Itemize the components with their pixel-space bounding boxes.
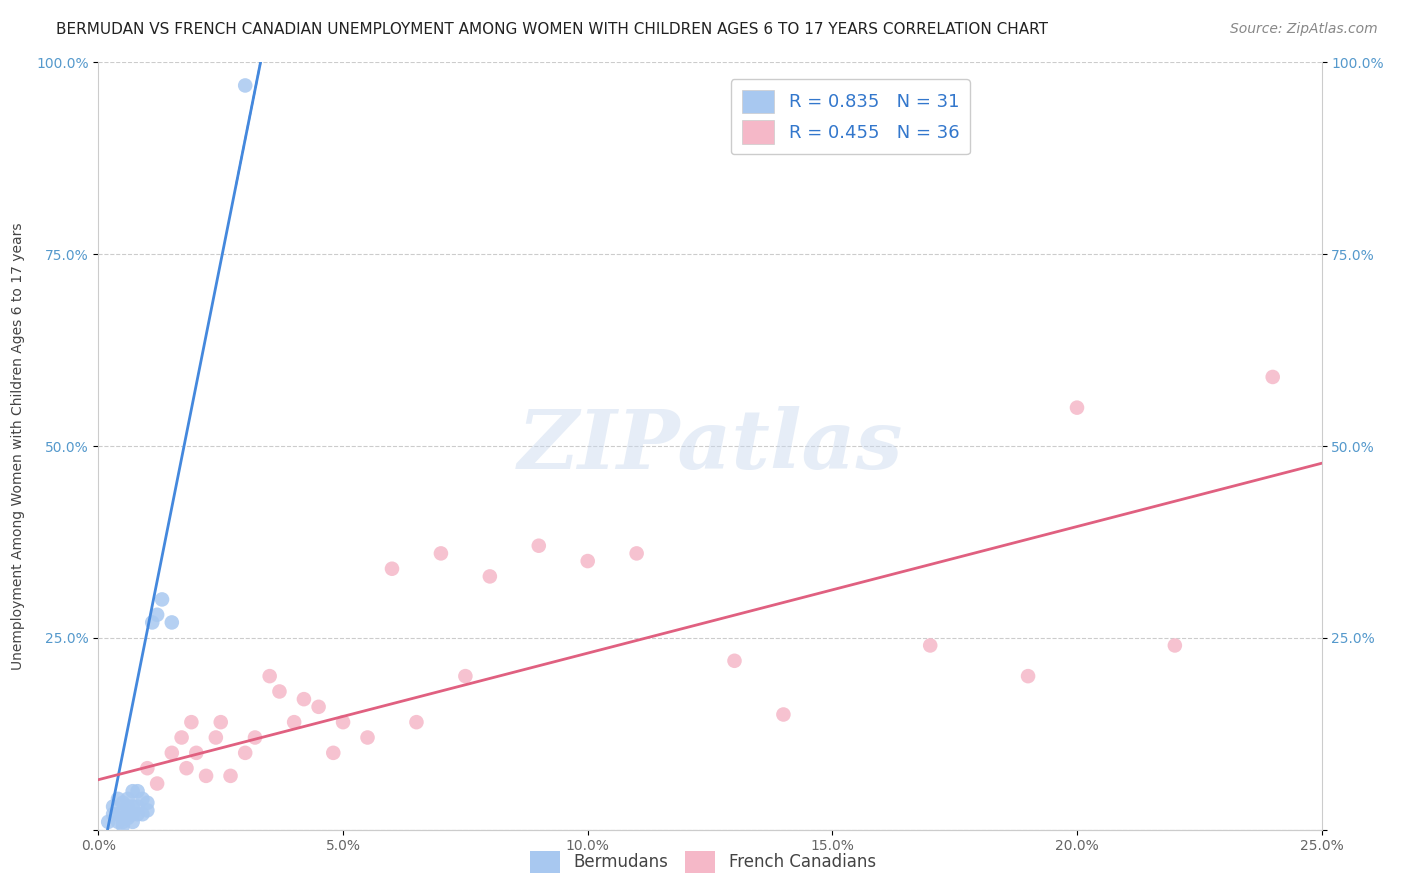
Point xyxy=(136,761,159,775)
Point xyxy=(111,819,134,833)
Point xyxy=(1017,669,1039,683)
Point xyxy=(141,615,163,630)
Point xyxy=(127,784,149,798)
Point xyxy=(1066,401,1088,415)
Point xyxy=(150,592,173,607)
Point xyxy=(1261,370,1284,384)
Point xyxy=(381,562,404,576)
Point xyxy=(117,811,139,825)
Point xyxy=(180,715,202,730)
Point xyxy=(209,715,232,730)
Point xyxy=(121,814,143,829)
Point xyxy=(478,569,501,583)
Point xyxy=(454,669,477,683)
Point xyxy=(131,792,153,806)
Point xyxy=(920,639,942,653)
Point xyxy=(121,807,143,822)
Point xyxy=(121,799,143,814)
Point xyxy=(772,707,794,722)
Point xyxy=(233,746,256,760)
Point xyxy=(1164,639,1187,653)
Point xyxy=(111,811,134,825)
Point xyxy=(269,684,291,698)
Point xyxy=(117,792,139,806)
Point xyxy=(259,669,281,683)
Point xyxy=(107,814,129,829)
Point xyxy=(107,792,129,806)
Point xyxy=(117,807,139,822)
Legend: Bermudans, French Canadians: Bermudans, French Canadians xyxy=(523,845,883,880)
Legend: R = 0.835   N = 31, R = 0.455   N = 36: R = 0.835 N = 31, R = 0.455 N = 36 xyxy=(731,79,970,154)
Text: BERMUDAN VS FRENCH CANADIAN UNEMPLOYMENT AMONG WOMEN WITH CHILDREN AGES 6 TO 17 : BERMUDAN VS FRENCH CANADIAN UNEMPLOYMENT… xyxy=(56,22,1049,37)
Point xyxy=(205,731,228,745)
Point xyxy=(107,807,129,822)
Point xyxy=(576,554,599,568)
Point xyxy=(356,731,378,745)
Point xyxy=(405,715,427,730)
Point xyxy=(117,799,139,814)
Point xyxy=(111,804,134,818)
Point xyxy=(160,615,183,630)
Y-axis label: Unemployment Among Women with Children Ages 6 to 17 years: Unemployment Among Women with Children A… xyxy=(11,222,25,670)
Point xyxy=(127,799,149,814)
Point xyxy=(176,761,198,775)
Point xyxy=(111,796,134,810)
Point xyxy=(101,807,124,822)
Point xyxy=(136,804,159,818)
Point xyxy=(170,731,193,745)
Point xyxy=(233,78,256,93)
Point xyxy=(146,607,169,622)
Point xyxy=(332,715,354,730)
Point xyxy=(527,539,550,553)
Point xyxy=(243,731,266,745)
Point xyxy=(131,807,153,822)
Point xyxy=(292,692,315,706)
Point xyxy=(322,746,344,760)
Point xyxy=(430,546,453,560)
Point xyxy=(121,784,143,798)
Text: ZIPatlas: ZIPatlas xyxy=(517,406,903,486)
Point xyxy=(219,769,242,783)
Point xyxy=(186,746,208,760)
Point xyxy=(101,799,124,814)
Point xyxy=(283,715,305,730)
Point xyxy=(626,546,648,560)
Point xyxy=(111,814,134,829)
Point xyxy=(723,654,745,668)
Point xyxy=(97,814,120,829)
Point xyxy=(308,699,330,714)
Point xyxy=(146,776,169,790)
Point xyxy=(136,796,159,810)
Point xyxy=(195,769,218,783)
Point xyxy=(127,807,149,822)
Text: Source: ZipAtlas.com: Source: ZipAtlas.com xyxy=(1230,22,1378,37)
Point xyxy=(160,746,183,760)
